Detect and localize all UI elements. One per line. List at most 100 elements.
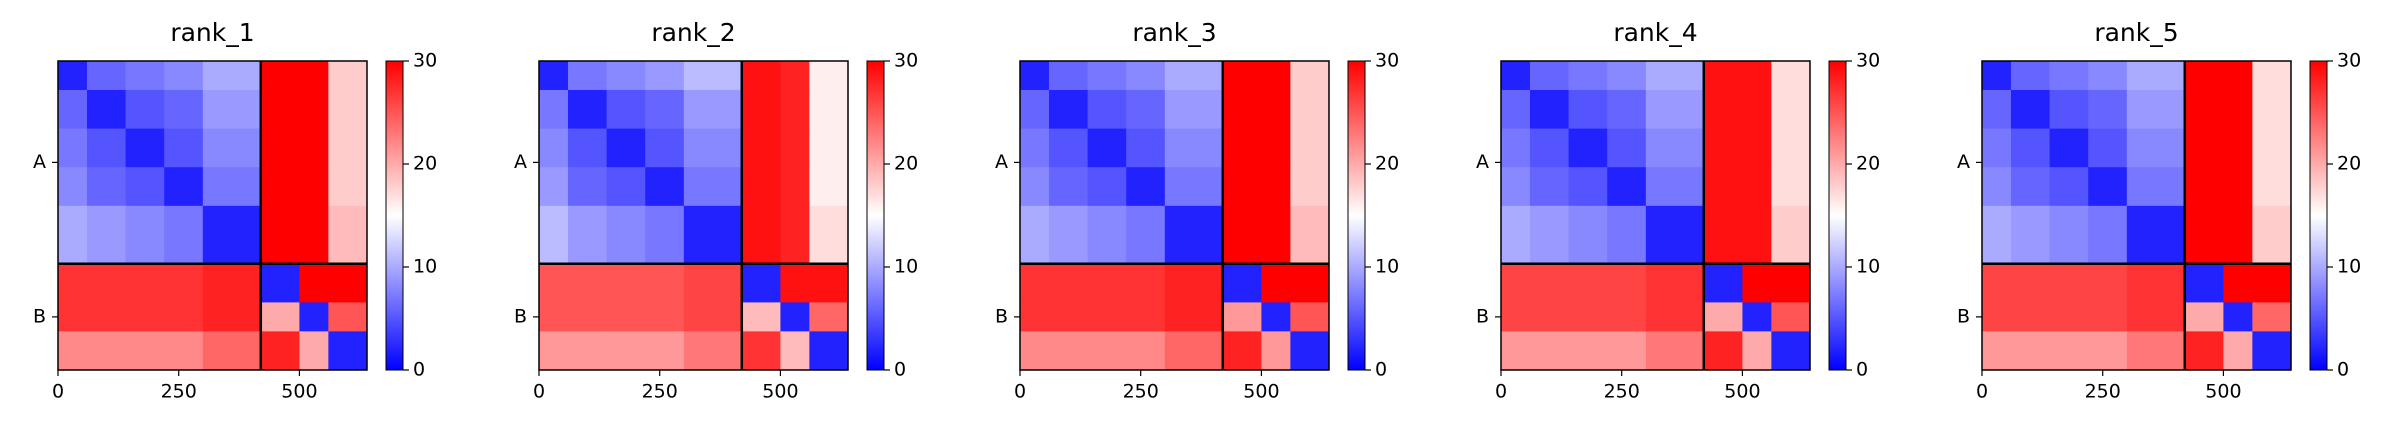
heatmap-cell — [2252, 205, 2292, 265]
heatmap-cell — [1290, 331, 1330, 371]
heatmap-cell — [2126, 331, 2186, 371]
heatmap-cell — [86, 89, 127, 130]
heatmap-cell — [1164, 61, 1224, 91]
heatmap-cell — [299, 128, 329, 168]
heatmap-cell — [125, 89, 165, 130]
colorbar-tick-label: 30 — [2337, 50, 2361, 72]
heatmap-cell — [299, 331, 329, 371]
chart-title: rank_4 — [1613, 18, 1697, 47]
y-tick-label: B — [1957, 305, 1970, 327]
heatmap-cell — [539, 205, 569, 265]
heatmap-cell — [683, 89, 743, 130]
heatmap-cell — [1529, 302, 1570, 332]
heatmap-cell — [1742, 331, 1772, 371]
heatmap-cell — [2252, 263, 2292, 303]
heatmap-cell — [1020, 61, 1050, 91]
heatmap-cell — [1703, 61, 1743, 91]
heatmap-cell — [2126, 128, 2186, 168]
heatmap-cell — [328, 128, 368, 168]
x-tick-label: 250 — [642, 381, 678, 403]
heatmap-cell — [809, 61, 849, 91]
colorbar — [2309, 60, 2328, 371]
heatmap-cell — [1048, 89, 1089, 130]
heatmap-cell — [125, 302, 165, 332]
heatmap-cell — [202, 61, 262, 91]
heatmap-cell — [741, 128, 781, 168]
heatmap-cell — [645, 128, 685, 168]
heatmap-cell — [1126, 128, 1166, 168]
heatmap-cell — [1048, 205, 1089, 265]
heatmap-cell — [164, 263, 204, 303]
heatmap-cell — [1703, 89, 1743, 130]
heatmap-cell — [1771, 302, 1811, 332]
heatmap-cell — [2010, 128, 2051, 168]
heatmap-cell — [164, 89, 204, 130]
heatmap-cell — [1703, 263, 1743, 303]
heatmap-cell — [1607, 61, 1647, 91]
heatmap-cell — [2184, 61, 2224, 91]
heatmap-cell — [1087, 331, 1127, 371]
x-tick-label: 500 — [762, 381, 798, 403]
heatmap-cell — [1164, 263, 1224, 303]
heatmap-cell — [125, 61, 165, 91]
heatmap-cell — [2049, 302, 2089, 332]
heatmap-cell — [2010, 89, 2051, 130]
y-tick-label: B — [514, 305, 527, 327]
heatmap-cell — [1703, 167, 1743, 207]
heatmap-cell — [86, 205, 127, 265]
heatmap-cell — [1703, 205, 1743, 265]
heatmap-cell — [2088, 263, 2128, 303]
heatmap-cell — [1048, 331, 1089, 371]
heatmap-cell — [1568, 205, 1608, 265]
heatmap-cell — [1261, 89, 1291, 130]
heatmap-cell — [645, 205, 685, 265]
heatmap-cell — [260, 331, 300, 371]
heatmap-cell — [1501, 167, 1531, 207]
heatmap-cell — [164, 205, 204, 265]
heatmap-cell — [58, 263, 88, 303]
heatmap-cell — [260, 263, 300, 303]
heatmap-cell — [328, 61, 368, 91]
heatmap-cell — [1742, 61, 1772, 91]
heatmap-cell — [1087, 89, 1127, 130]
heatmap-cell — [1087, 167, 1127, 207]
y-tick-label: B — [33, 305, 46, 327]
heatmap-cell — [2010, 61, 2051, 91]
colorbar — [385, 60, 404, 371]
heatmap-cell — [2184, 167, 2224, 207]
heatmap-cell — [2049, 128, 2089, 168]
heatmap-cell — [1703, 128, 1743, 168]
heatmap-cell — [1607, 263, 1647, 303]
heatmap-cell — [1607, 302, 1647, 332]
heatmap-cell — [567, 128, 608, 168]
chart-title: rank_3 — [1132, 18, 1216, 47]
heatmap-cell — [1703, 331, 1743, 371]
heatmap-cell — [809, 205, 849, 265]
heatmap-cell — [260, 302, 300, 332]
heatmap-cell — [1568, 61, 1608, 91]
heatmap-cell — [86, 331, 127, 371]
heatmap-cell — [780, 167, 810, 207]
heatmap-cell — [645, 302, 685, 332]
heatmap-cell — [1982, 89, 2012, 130]
x-tick-label: 250 — [2085, 381, 2121, 403]
heatmap-cell — [86, 167, 127, 207]
heatmap-cell — [2184, 128, 2224, 168]
heatmap-cell — [1164, 205, 1224, 265]
heatmap-cell — [2252, 61, 2292, 91]
x-tick-label: 0 — [52, 381, 64, 403]
heatmap-cell — [2184, 89, 2224, 130]
heatmap-cell — [1742, 128, 1772, 168]
colorbar-tick-label: 30 — [1375, 50, 1399, 72]
heatmap-cell — [567, 302, 608, 332]
heatmap-cell — [58, 167, 88, 207]
chart-title: rank_5 — [2094, 18, 2178, 47]
heatmap-cell — [58, 128, 88, 168]
y-tick-label: A — [995, 151, 1008, 173]
heatmap-cell — [2223, 331, 2253, 371]
heatmap-cell — [2049, 89, 2089, 130]
heatmap-cell — [741, 89, 781, 130]
heatmap-cell — [741, 302, 781, 332]
heatmap-cell — [2088, 205, 2128, 265]
